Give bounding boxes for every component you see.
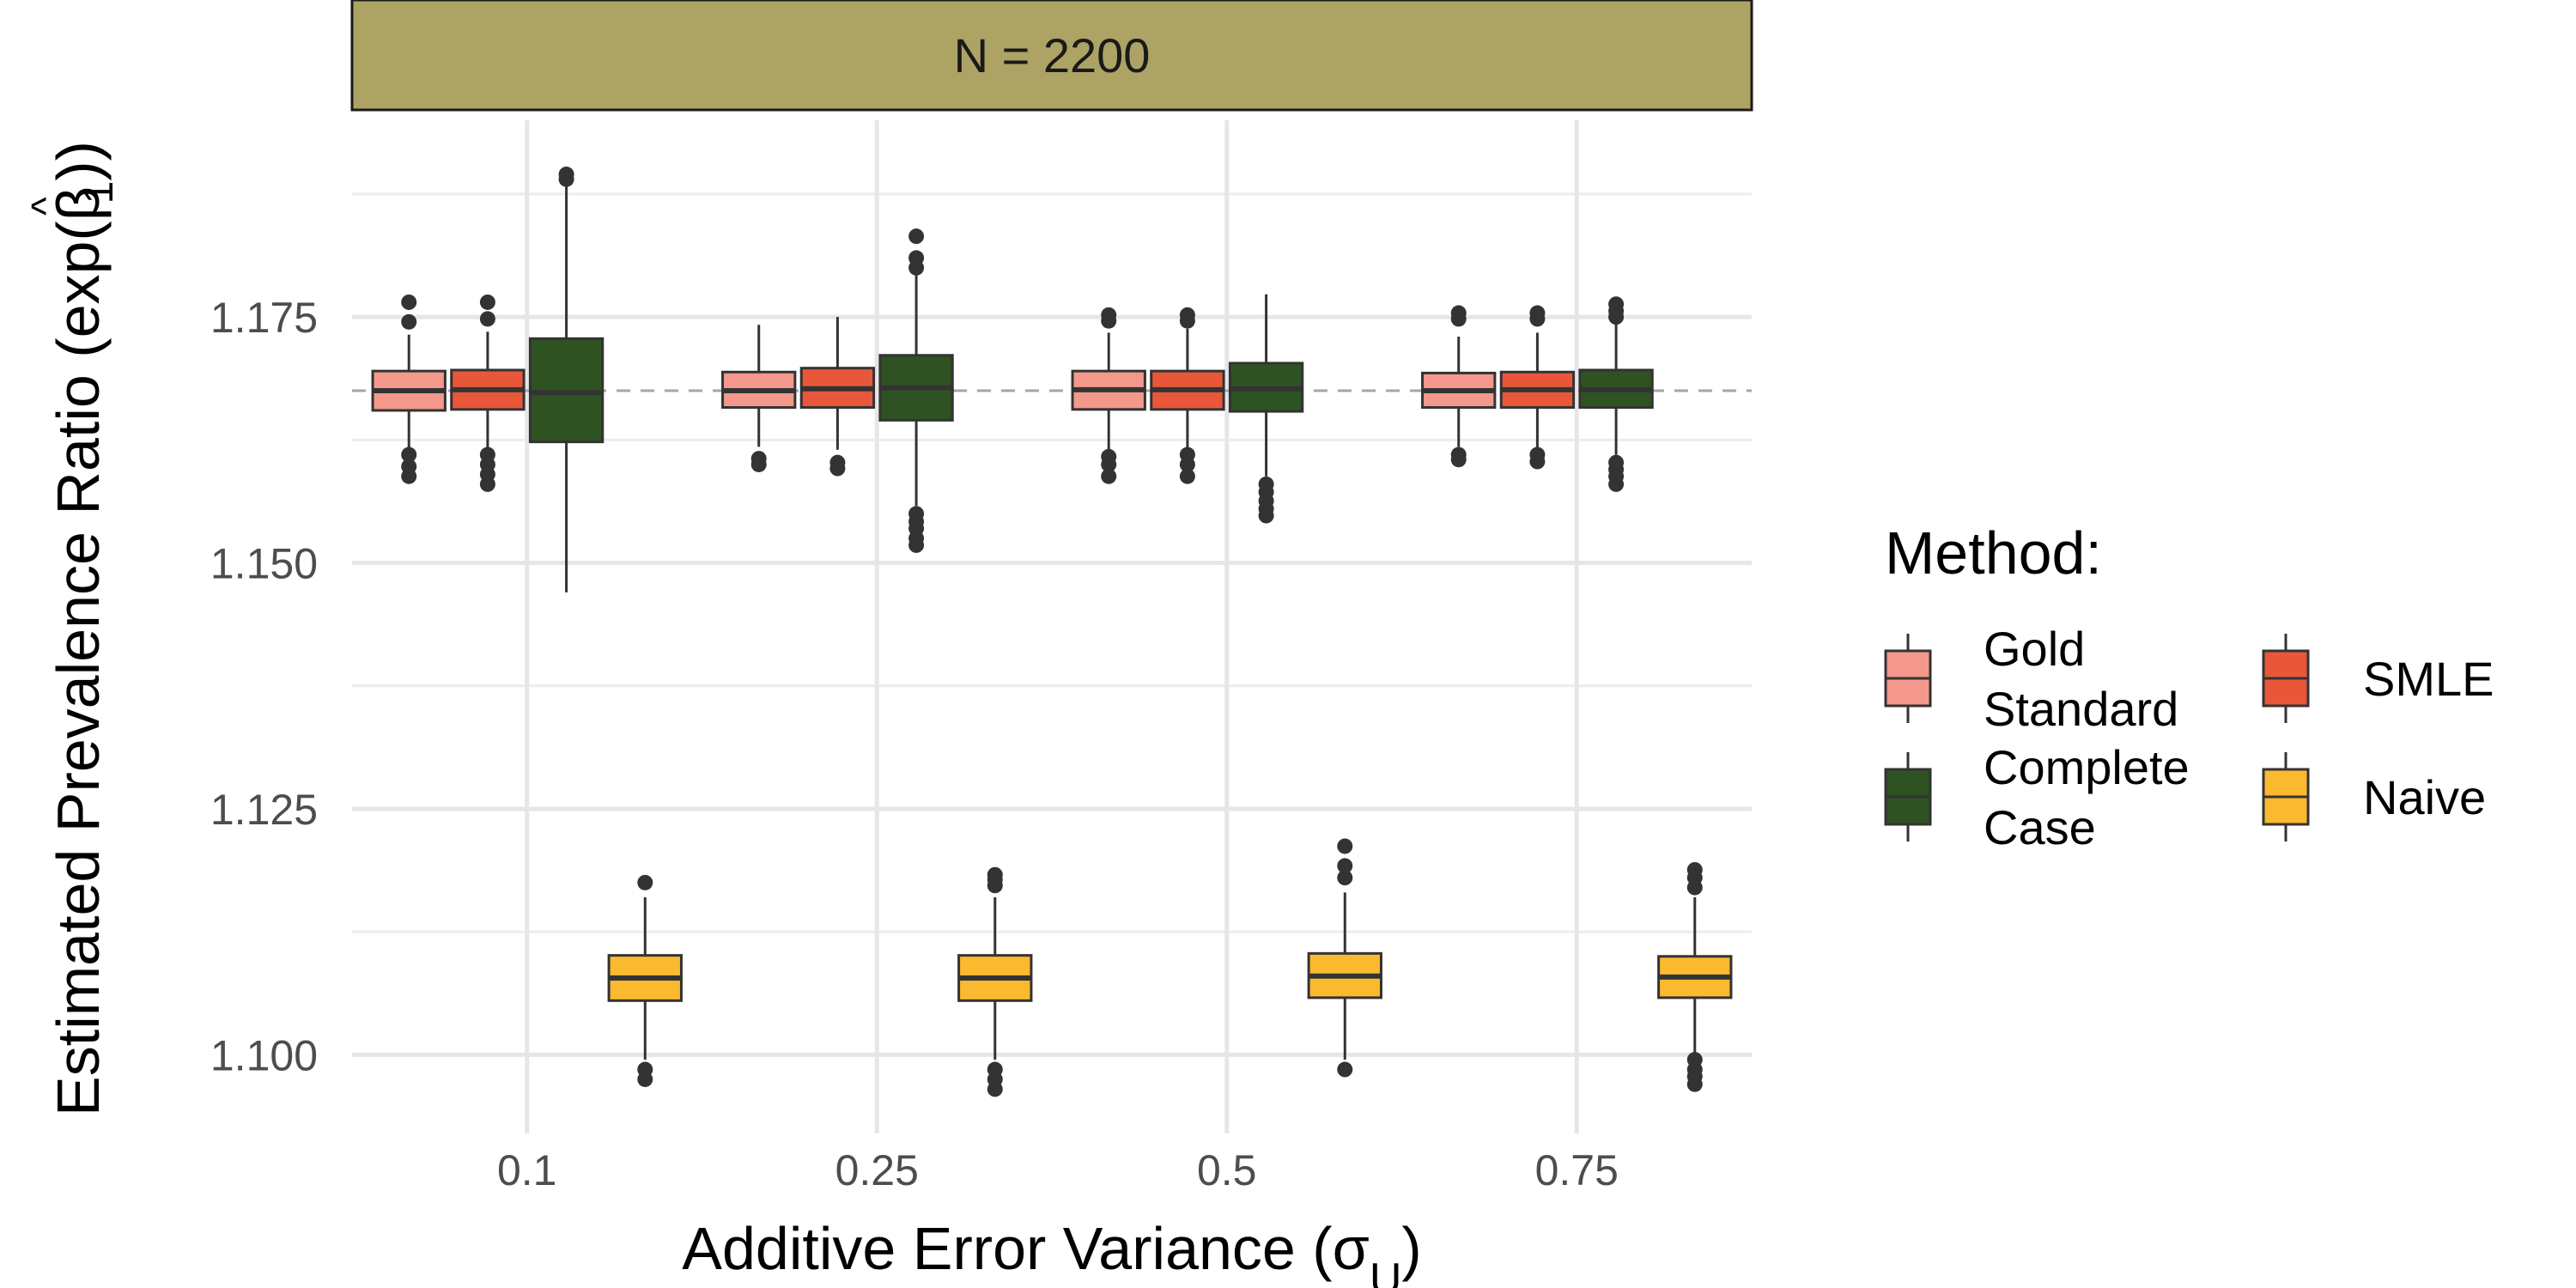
outlier-point — [637, 1071, 653, 1087]
box-naive-0 — [607, 874, 683, 1087]
outlier-point — [1101, 313, 1117, 329]
y-tick-label: 1.125 — [210, 786, 318, 834]
legend-item-naive: Naive — [2262, 752, 2486, 841]
legend-label: Case — [1984, 800, 2096, 854]
box-cc-1 — [878, 228, 954, 553]
facet-strip-background — [350, 0, 1753, 112]
outlier-point — [401, 447, 417, 463]
box-cc-2 — [1228, 294, 1304, 524]
outlier-point — [1179, 456, 1195, 472]
outlier-point — [1529, 311, 1546, 327]
series-gold — [371, 294, 1497, 484]
box-gold-2 — [1071, 307, 1146, 484]
box-smle-3 — [1499, 305, 1576, 470]
outlier-point — [1179, 468, 1195, 484]
x-axis-title-end: ) — [1401, 1215, 1421, 1282]
outlier-point — [750, 456, 767, 472]
gridlines — [352, 120, 1752, 1133]
y-tick-label: 1.100 — [210, 1031, 318, 1079]
outlier-point — [1608, 309, 1625, 325]
y-axis-title: Estimated Prevalence Ratio (exp(β^ 1)) — [23, 141, 122, 1116]
legend-item-smle: SMLE — [2262, 634, 2494, 723]
outlier-point — [1450, 311, 1467, 327]
outlier-point — [908, 259, 925, 276]
box-smle-2 — [1150, 307, 1225, 484]
outlier-point — [637, 874, 653, 890]
plot-panel — [352, 120, 1752, 1133]
box-smle-1 — [799, 317, 876, 477]
legend-item-gold: Gold Standard — [1884, 622, 2178, 736]
x-tick-label: 0.25 — [835, 1146, 919, 1194]
box-naive-2 — [1307, 838, 1382, 1078]
box-cc-0 — [528, 167, 605, 592]
facet-strip: N = 2200 — [350, 0, 1753, 112]
outlier-point — [401, 468, 417, 484]
x-axis-title-text: Additive Error Variance (σ — [682, 1215, 1370, 1282]
legend: Method: Gold Standard SMLE Complete Case Naiv… — [1884, 519, 2494, 854]
outlier-point — [401, 294, 417, 310]
box-cc-3 — [1578, 296, 1654, 492]
y-axis-title-hat: ^ — [23, 197, 68, 216]
series-smle — [450, 294, 1576, 492]
legend-item-cc: Complete Case — [1884, 740, 2190, 854]
outlier-point — [479, 294, 495, 310]
series-naive — [607, 838, 1733, 1097]
legend-label: Standard — [1984, 682, 2178, 736]
outlier-point — [1258, 507, 1274, 524]
x-axis-title-subscript: U — [1370, 1255, 1402, 1288]
outlier-point — [1179, 313, 1195, 329]
outlier-point — [829, 460, 846, 477]
x-axis-title: Additive Error Variance (σU) — [682, 1215, 1421, 1288]
y-axis-title-beta: β — [45, 186, 112, 221]
outlier-point — [1337, 1061, 1353, 1078]
y-axis-title-end: )) — [45, 141, 112, 181]
box-gold-0 — [371, 294, 447, 484]
box-naive-1 — [957, 866, 1033, 1097]
outlier-point — [401, 313, 417, 330]
box-naive-3 — [1657, 861, 1733, 1092]
legend-title: Method: — [1885, 519, 2102, 586]
outlier-point — [1686, 879, 1703, 896]
outlier-point — [558, 171, 574, 187]
y-axis-title-subscript: 1 — [76, 181, 122, 204]
x-tick-label: 0.75 — [1535, 1146, 1619, 1194]
facet-label: N = 2200 — [954, 28, 1151, 82]
x-tick-label: 0.1 — [497, 1146, 557, 1194]
outlier-point — [1101, 456, 1117, 472]
y-axis-title-group: Estimated Prevalence Ratio (exp(β^ 1)) — [23, 141, 122, 1116]
boxplots — [371, 167, 1733, 1097]
outlier-point — [1529, 453, 1546, 470]
outlier-point — [1608, 476, 1625, 492]
y-axis: 1.100 1.125 1.150 1.175 — [210, 294, 318, 1079]
outlier-point — [479, 476, 495, 492]
outlier-point — [908, 228, 925, 245]
legend-label: Gold — [1984, 622, 2085, 676]
outlier-point — [1450, 452, 1467, 468]
legend-label: Complete — [1984, 740, 2190, 794]
y-tick-label: 1.150 — [210, 540, 318, 588]
outlier-point — [1101, 468, 1117, 484]
legend-label: SMLE — [2363, 652, 2494, 706]
outlier-point — [987, 1081, 1003, 1097]
outlier-point — [1686, 1076, 1703, 1092]
outlier-point — [1337, 870, 1353, 886]
box-gold-1 — [721, 325, 797, 472]
outlier-point — [908, 537, 925, 553]
x-tick-label: 0.5 — [1197, 1146, 1257, 1194]
series-cc — [528, 167, 1654, 592]
outlier-point — [1337, 858, 1353, 874]
y-axis-title-text: Estimated Prevalence Ratio (exp( — [45, 221, 112, 1116]
box-gold-3 — [1421, 305, 1497, 468]
legend-label: Naive — [2363, 770, 2486, 824]
y-tick-label: 1.175 — [210, 294, 318, 342]
outlier-point — [987, 878, 1003, 894]
box-smle-0 — [450, 294, 526, 492]
outlier-point — [479, 311, 495, 327]
x-axis: 0.1 0.25 0.5 0.75 — [497, 1146, 1619, 1194]
outlier-point — [1337, 838, 1353, 854]
